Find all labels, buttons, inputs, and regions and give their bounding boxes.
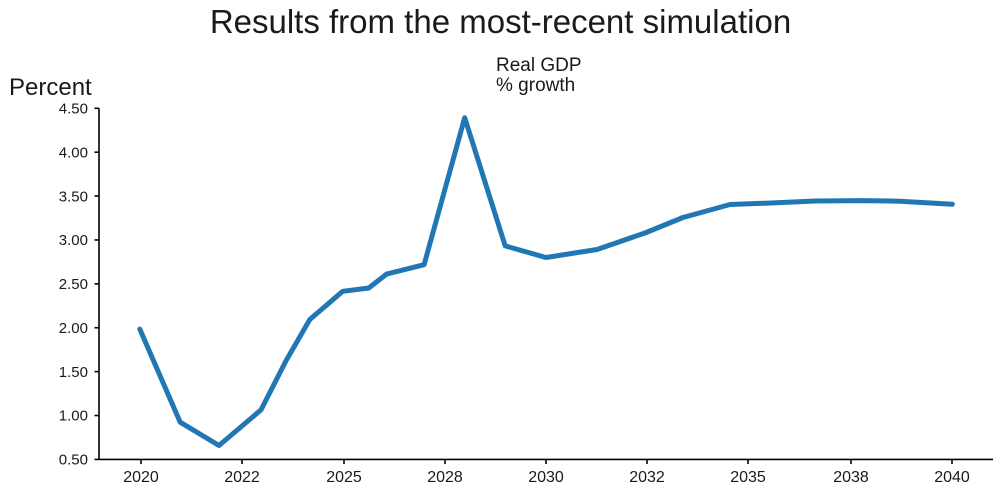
svg-text:2022: 2022 [224, 469, 260, 486]
svg-text:1.00: 1.00 [59, 408, 88, 425]
svg-text:2.50: 2.50 [59, 276, 88, 293]
svg-text:2040: 2040 [934, 469, 970, 486]
svg-text:2035: 2035 [730, 469, 766, 486]
svg-text:2038: 2038 [833, 469, 869, 486]
svg-text:3.50: 3.50 [59, 188, 88, 205]
svg-text:3.00: 3.00 [59, 232, 88, 249]
svg-text:2020: 2020 [123, 469, 159, 486]
svg-text:2030: 2030 [528, 469, 564, 486]
svg-text:2025: 2025 [326, 469, 362, 486]
svg-text:2028: 2028 [427, 469, 463, 486]
svg-text:4.00: 4.00 [59, 144, 88, 161]
svg-text:4.50: 4.50 [59, 101, 88, 118]
svg-text:2.00: 2.00 [59, 320, 88, 337]
svg-text:1.50: 1.50 [59, 364, 88, 381]
svg-text:2032: 2032 [629, 469, 665, 486]
svg-text:0.50: 0.50 [59, 452, 88, 469]
